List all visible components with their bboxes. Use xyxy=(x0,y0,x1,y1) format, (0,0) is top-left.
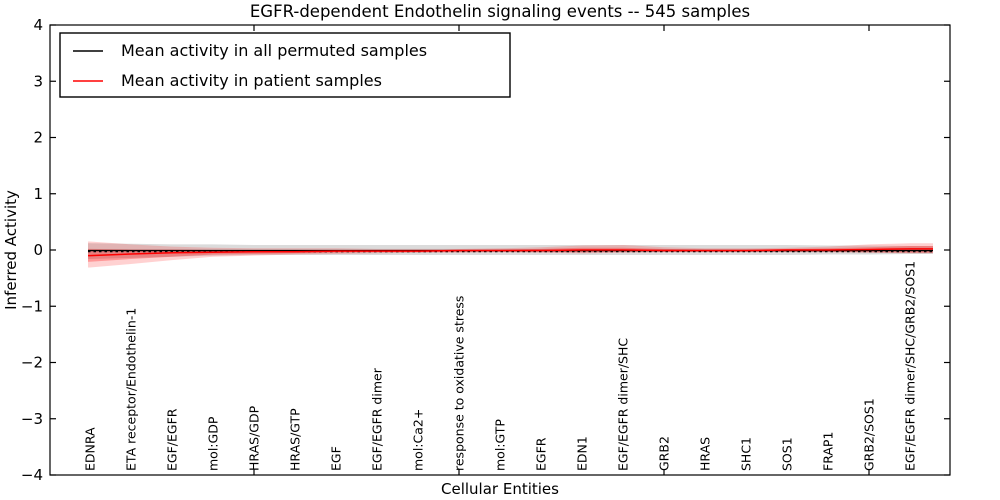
y-tick-label: 0 xyxy=(33,241,43,259)
x-tick-label: GRB2/SOS1 xyxy=(862,398,877,471)
lines-layer xyxy=(88,248,933,257)
ticks-layer xyxy=(50,24,950,476)
x-tick-label: GRB2 xyxy=(657,436,672,471)
y-tick-labels: 4 3 2 1 0 −1 −2 −3 −4 xyxy=(21,16,43,484)
x-tick-label: mol:GDP xyxy=(206,416,221,471)
y-tick-label: 4 xyxy=(33,16,43,34)
x-tick-label: EGF xyxy=(329,446,344,471)
x-axis-label: Cellular Entities xyxy=(441,480,559,498)
x-tick-label: EGF/EGFR xyxy=(165,408,180,471)
x-tick-label: EGF/EGFR dimer/SHC/GRB2/SOS1 xyxy=(903,261,918,471)
legend-box xyxy=(59,32,511,98)
patient-mean-line xyxy=(88,248,933,257)
y-tick-label: −1 xyxy=(21,297,43,315)
y-tick-label: −4 xyxy=(21,466,43,484)
x-tick-label: EGFR xyxy=(534,437,549,471)
y-tick-label: −3 xyxy=(21,410,43,428)
x-tick-label: EDN1 xyxy=(575,436,590,471)
x-tick-label: EGF/EGFR dimer/SHC xyxy=(616,338,631,471)
x-tick-label: EDNRA xyxy=(83,427,98,471)
y-tick-label: 2 xyxy=(33,129,43,147)
x-tick-label: HRAS/GDP xyxy=(247,405,262,471)
x-tick-label: ETA receptor/Endothelin-1 xyxy=(124,308,139,471)
legend: Mean activity in all permuted samples Me… xyxy=(59,32,511,98)
x-tick-label: EGF/EGFR dimer xyxy=(370,367,385,471)
x-tick-label: HRAS xyxy=(698,437,713,471)
y-tick-label: −2 xyxy=(21,354,43,372)
y-tick-label: 3 xyxy=(33,72,43,90)
y-axis-label: Inferred Activity xyxy=(2,190,20,310)
x-tick-label: response to oxidative stress xyxy=(452,296,467,471)
x-tick-label: SOS1 xyxy=(780,437,795,471)
legend-label-patient: Mean activity in patient samples xyxy=(121,71,382,90)
patient-band-outer xyxy=(88,241,933,268)
x-tick-label: FRAP1 xyxy=(821,432,836,471)
legend-label-permuted: Mean activity in all permuted samples xyxy=(121,41,427,60)
chart-title: EGFR-dependent Endothelin signaling even… xyxy=(250,2,750,21)
x-tick-labels: EDNRA ETA receptor/Endothelin-1 EGF/EGFR mo… xyxy=(83,261,918,471)
x-tick-label: mol:Ca2+ xyxy=(411,409,426,471)
y-tick-label: 1 xyxy=(33,185,43,203)
x-tick-label: SHC1 xyxy=(739,437,754,471)
x-tick-label: mol:GTP xyxy=(493,419,508,471)
x-tick-label: HRAS/GTP xyxy=(288,408,303,471)
